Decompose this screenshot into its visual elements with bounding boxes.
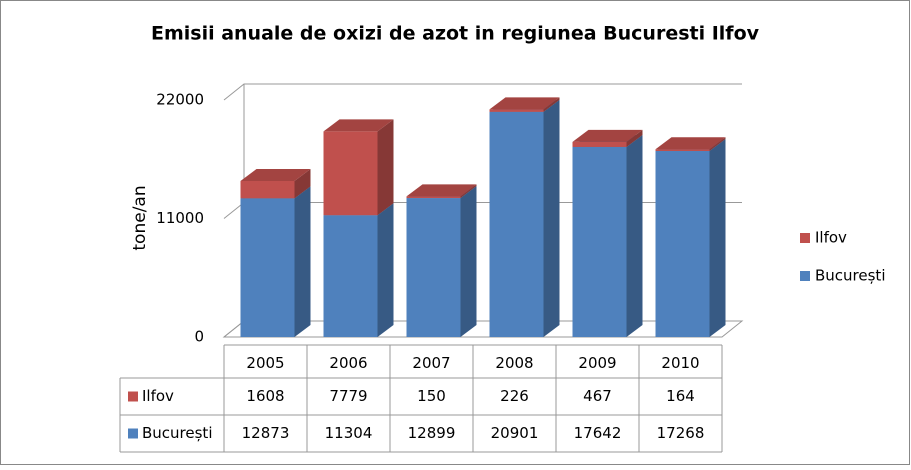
bar (240, 198, 295, 337)
bar-side (294, 169, 311, 199)
y-axis-label: tone/an (130, 185, 150, 250)
table-cell: 11304 (325, 424, 373, 442)
legend-key (800, 271, 810, 281)
table-cell: 226 (500, 387, 529, 405)
bar (406, 198, 461, 337)
x-tick-label: 2005 (246, 354, 284, 372)
bar (655, 149, 710, 151)
x-tick-label: 2007 (412, 354, 450, 372)
bar-top (323, 119, 394, 132)
table-cell: 467 (583, 387, 612, 405)
table-row-label: Ilfov (142, 387, 174, 405)
bar (489, 109, 544, 112)
table-cell: 17642 (574, 424, 622, 442)
table-cell: 12873 (242, 424, 290, 442)
bar-side (543, 99, 560, 337)
bar (489, 111, 544, 337)
bar-side (460, 186, 477, 337)
table-cell: 7779 (329, 387, 367, 405)
x-tick-label: 2009 (578, 354, 616, 372)
legend-key (800, 233, 810, 243)
y-tick-label: 11000 (156, 209, 204, 227)
bar (323, 131, 378, 216)
y-tick-label: 22000 (156, 91, 204, 109)
x-tick-label: 2008 (495, 354, 533, 372)
chart-title: Emisii anuale de oxizi de azot in regiun… (151, 23, 760, 45)
table-row-label: București (142, 424, 212, 442)
table-cell: 17268 (657, 424, 705, 442)
legend-key (128, 391, 138, 402)
table-cell: 12899 (408, 424, 456, 442)
bar-side (709, 138, 726, 337)
legend-label: Ilfov (815, 229, 847, 247)
bar (323, 215, 378, 337)
bar (572, 146, 627, 337)
legend-key (128, 428, 138, 439)
bar-top (572, 129, 643, 142)
grid-line (223, 83, 742, 101)
bar-side (709, 137, 726, 151)
bar-side (460, 184, 477, 199)
bar-top (240, 169, 311, 182)
table-cell: 1608 (246, 387, 284, 405)
bar-side (626, 129, 643, 147)
bar (240, 181, 295, 199)
bar-side (377, 119, 394, 216)
bar-side (377, 203, 394, 337)
legend-label: București (815, 267, 885, 285)
bar (572, 141, 627, 147)
bar-top (655, 137, 726, 150)
x-tick-label: 2006 (329, 354, 367, 372)
bar-top (406, 184, 477, 197)
table-cell: 164 (666, 387, 695, 405)
bar (655, 150, 710, 337)
bar-side (543, 97, 560, 112)
y-tick-label: 0 (194, 328, 204, 346)
bar (406, 196, 461, 199)
bar-side (626, 134, 643, 337)
table-cell: 20901 (491, 424, 539, 442)
x-tick-label: 2010 (661, 354, 699, 372)
table-cell: 150 (417, 387, 446, 405)
bar-side (294, 186, 311, 337)
bar-top (489, 97, 560, 110)
